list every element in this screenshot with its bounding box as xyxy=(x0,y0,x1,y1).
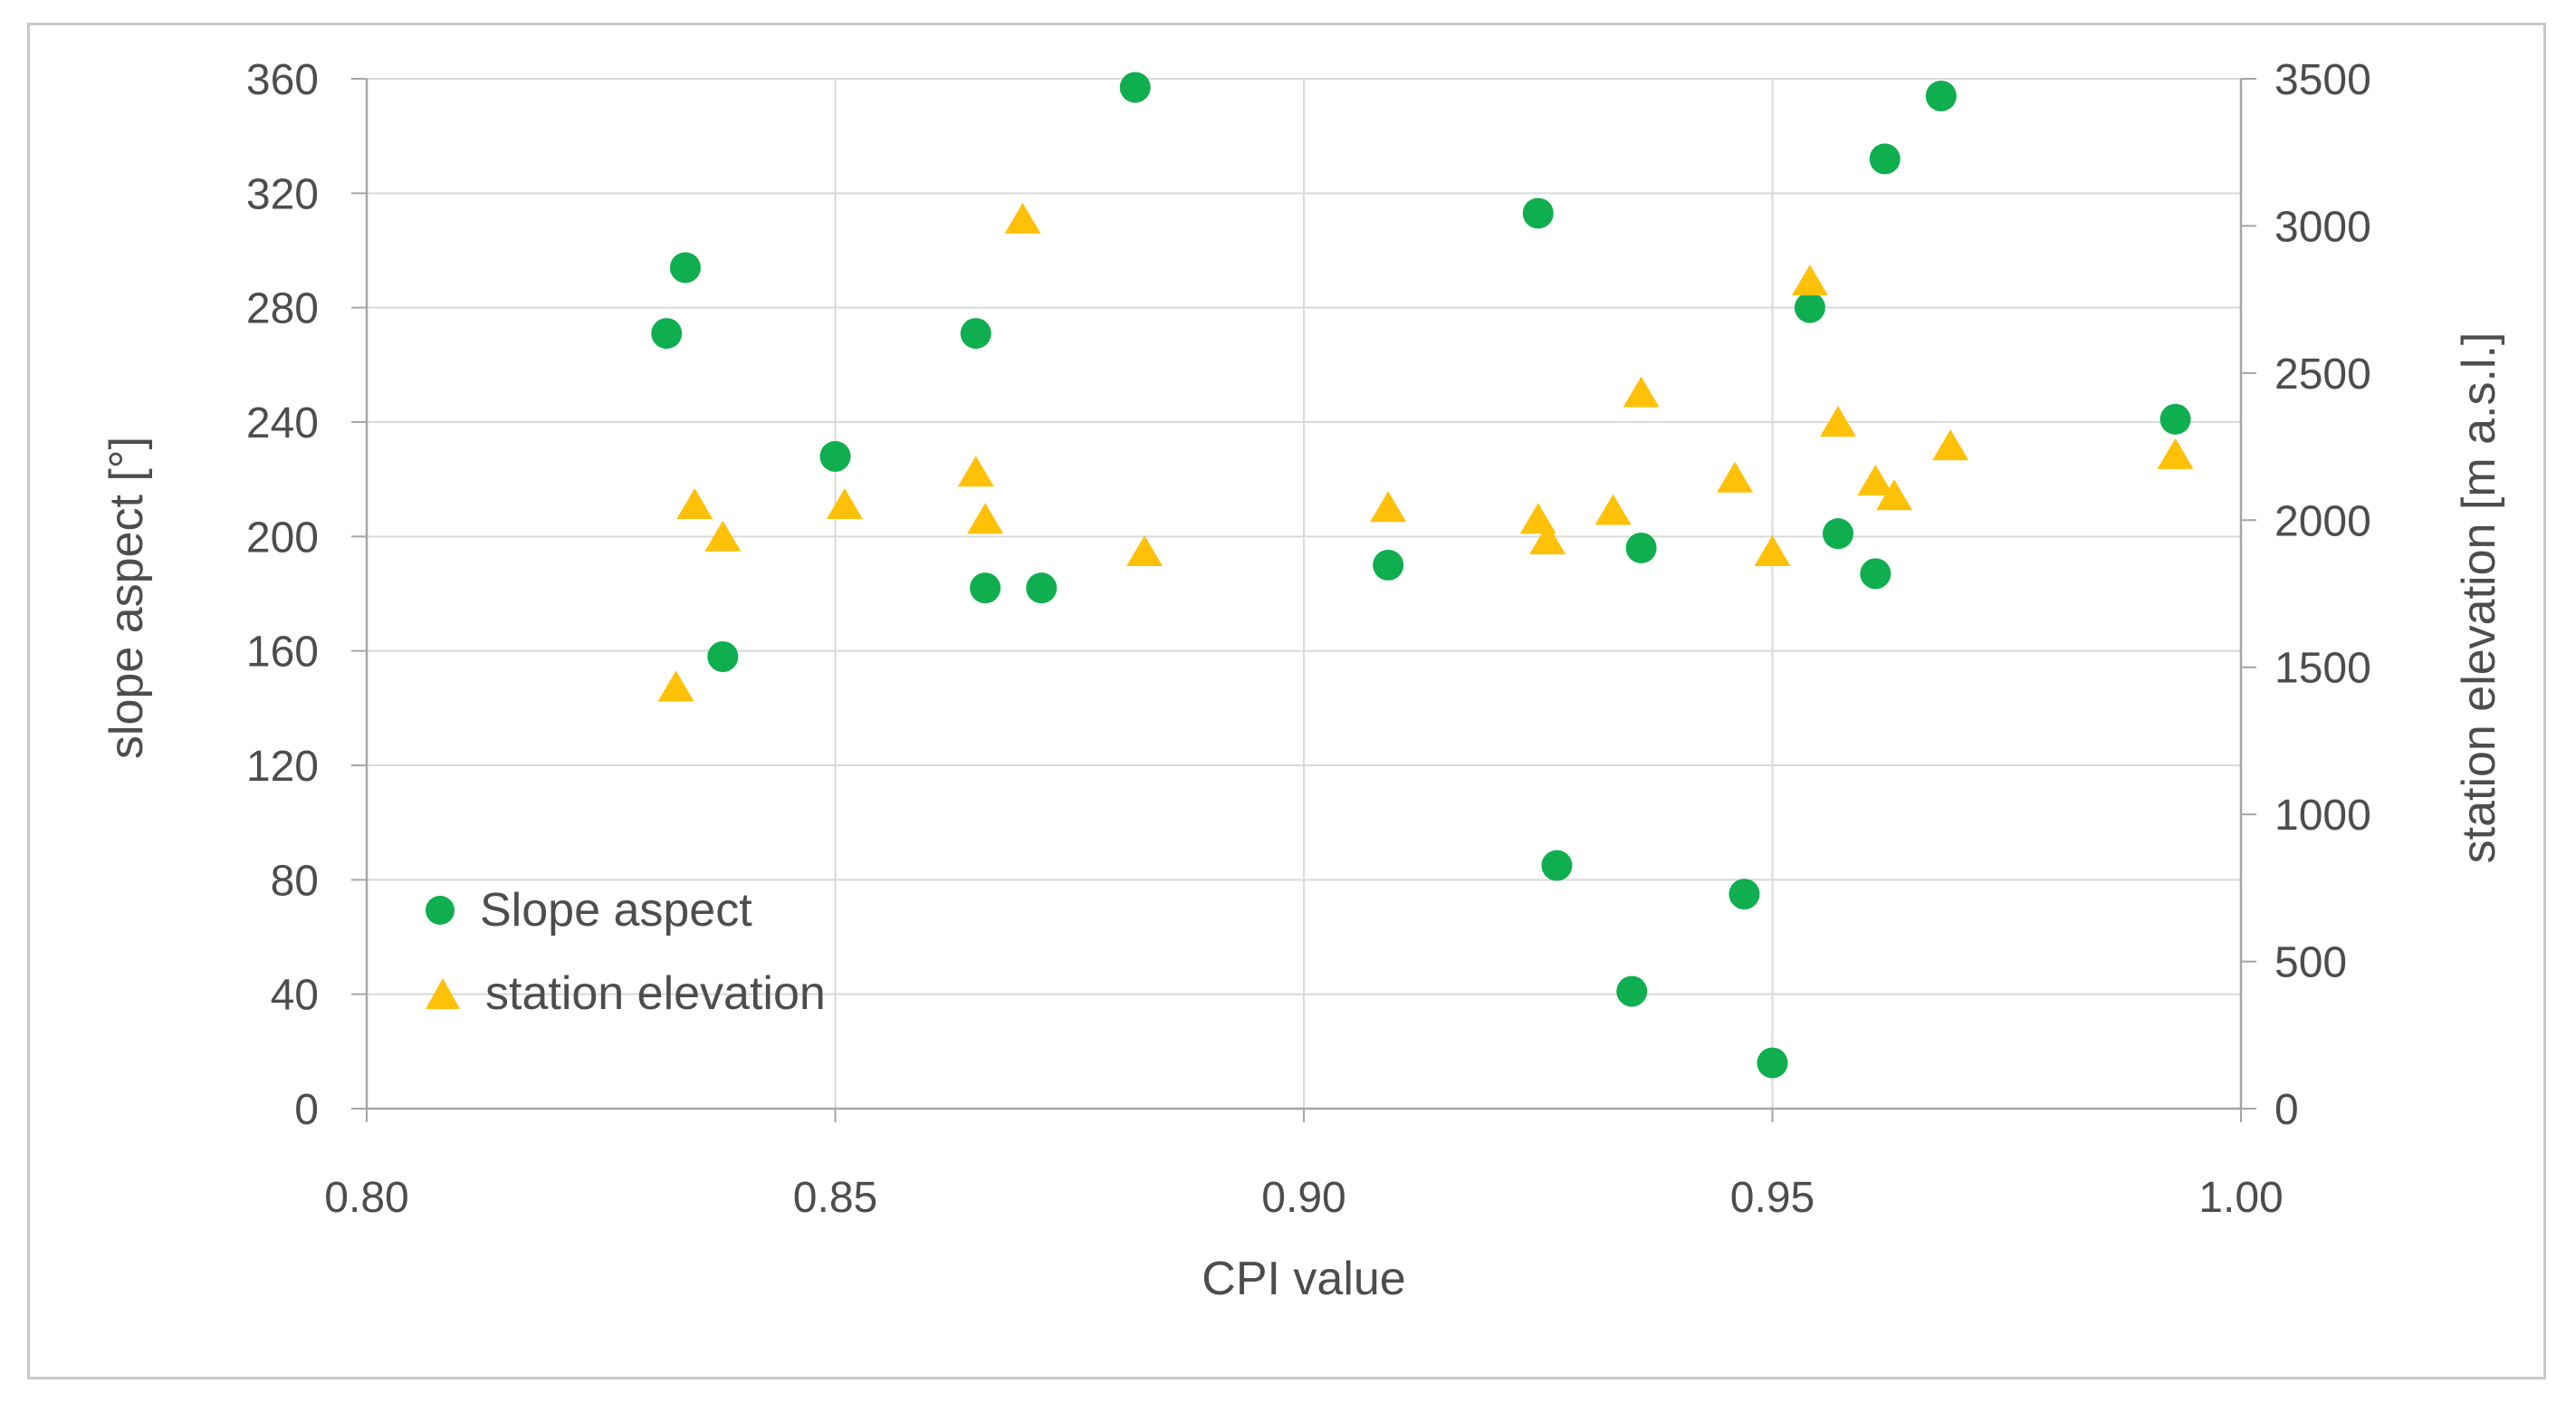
data-point-station-elevation xyxy=(1594,494,1632,525)
data-point-slope-aspect xyxy=(707,640,739,672)
data-point-slope-aspect xyxy=(1616,975,1648,1007)
data-point-slope-aspect xyxy=(960,318,991,350)
data-point-station-elevation xyxy=(1819,406,1856,437)
data-point-slope-aspect xyxy=(1729,879,1760,910)
data-point-slope-aspect xyxy=(651,318,683,350)
right-axis-title: station elevation [m a.s.l.] xyxy=(2453,332,2505,864)
data-points xyxy=(651,72,2194,1079)
data-point-station-elevation xyxy=(1754,535,1791,567)
data-point-slope-aspect xyxy=(669,252,701,283)
data-point-station-elevation xyxy=(2157,437,2194,469)
left-tick-label: 360 xyxy=(246,56,319,104)
data-point-slope-aspect xyxy=(1794,292,1825,323)
data-point-station-elevation xyxy=(1623,376,1660,408)
data-point-station-elevation xyxy=(1519,503,1556,534)
data-point-slope-aspect xyxy=(1522,197,1554,229)
right-tick-label: 3000 xyxy=(2274,203,2371,251)
triangle-marker-icon xyxy=(426,978,460,1009)
gridlines xyxy=(367,78,2241,1109)
x-tick-label: 0.85 xyxy=(793,1174,877,1222)
data-point-slope-aspect xyxy=(1541,850,1573,881)
left-tick-label: 0 xyxy=(294,1086,319,1134)
legend-item-slope-aspect: Slope aspect xyxy=(426,883,826,937)
circle-marker-icon xyxy=(426,896,455,925)
data-point-station-elevation xyxy=(1004,202,1041,234)
left-tick-label: 160 xyxy=(246,629,319,677)
legend-item-station-elevation: station elevation xyxy=(426,966,826,1021)
left-tick-label: 40 xyxy=(271,972,319,1020)
data-point-station-elevation xyxy=(704,520,742,552)
data-point-slope-aspect xyxy=(970,572,1001,604)
x-axis-title: CPI value xyxy=(1202,1253,1406,1305)
data-point-slope-aspect xyxy=(1026,572,1058,604)
legend-label: Slope aspect xyxy=(480,884,752,937)
data-point-slope-aspect xyxy=(1925,80,1957,111)
x-tick-label: 1.00 xyxy=(2198,1174,2283,1222)
right-tick-label: 2500 xyxy=(2274,351,2371,399)
data-point-station-elevation xyxy=(1791,264,1828,296)
data-point-station-elevation xyxy=(1126,535,1164,567)
data-point-slope-aspect xyxy=(1869,143,1901,175)
left-tick-label: 200 xyxy=(246,514,319,562)
data-point-slope-aspect xyxy=(1757,1047,1788,1079)
right-tick-label: 500 xyxy=(2274,939,2347,987)
data-point-slope-aspect xyxy=(1860,558,1891,590)
data-point-station-elevation xyxy=(1370,491,1407,523)
right-tick-label: 2000 xyxy=(2274,497,2371,545)
x-tick-label: 0.90 xyxy=(1261,1174,1345,1222)
left-tick-labels: 0 40 80 120 160 200 240 280 320 360 xyxy=(246,56,319,1134)
data-point-station-elevation xyxy=(1932,429,1969,461)
left-tick-label: 320 xyxy=(246,170,319,218)
data-point-slope-aspect xyxy=(819,440,851,472)
data-point-station-elevation xyxy=(1876,479,1913,511)
data-point-slope-aspect xyxy=(1119,72,1151,103)
left-tick-label: 120 xyxy=(246,743,319,791)
right-tick-label: 3500 xyxy=(2274,56,2371,104)
tick-marks xyxy=(351,78,2256,1122)
right-tick-label: 1500 xyxy=(2274,645,2371,693)
left-axis-title: slope aspect [°] xyxy=(101,436,153,760)
legend-label: station elevation xyxy=(485,967,826,1020)
data-point-station-elevation xyxy=(957,456,994,487)
x-tick-labels: 0.80 0.85 0.90 0.95 1.00 xyxy=(324,1174,2283,1222)
left-tick-label: 240 xyxy=(246,399,319,447)
figure-border xyxy=(27,23,2546,1379)
right-tick-label: 1000 xyxy=(2274,792,2371,840)
data-point-station-elevation xyxy=(1857,465,1894,496)
data-point-station-elevation xyxy=(657,670,694,702)
left-tick-label: 280 xyxy=(246,285,319,333)
legend: Slope aspect station elevation xyxy=(426,883,826,1050)
data-point-slope-aspect xyxy=(1625,532,1657,563)
right-tick-labels: 0 500 1000 1500 2000 2500 3000 3500 xyxy=(2274,56,2371,1134)
x-tick-label: 0.95 xyxy=(1730,1174,1815,1222)
data-point-slope-aspect xyxy=(1822,518,1853,550)
x-tick-label: 0.80 xyxy=(324,1174,408,1222)
right-tick-label: 0 xyxy=(2274,1086,2299,1134)
data-point-slope-aspect xyxy=(2159,403,2191,435)
data-point-slope-aspect xyxy=(1373,549,1404,581)
data-point-station-elevation xyxy=(826,488,863,520)
data-point-station-elevation xyxy=(676,488,713,520)
left-tick-label: 80 xyxy=(271,857,319,905)
data-point-station-elevation xyxy=(1717,461,1754,493)
data-point-station-elevation xyxy=(1529,524,1566,555)
data-point-station-elevation xyxy=(967,503,1004,534)
